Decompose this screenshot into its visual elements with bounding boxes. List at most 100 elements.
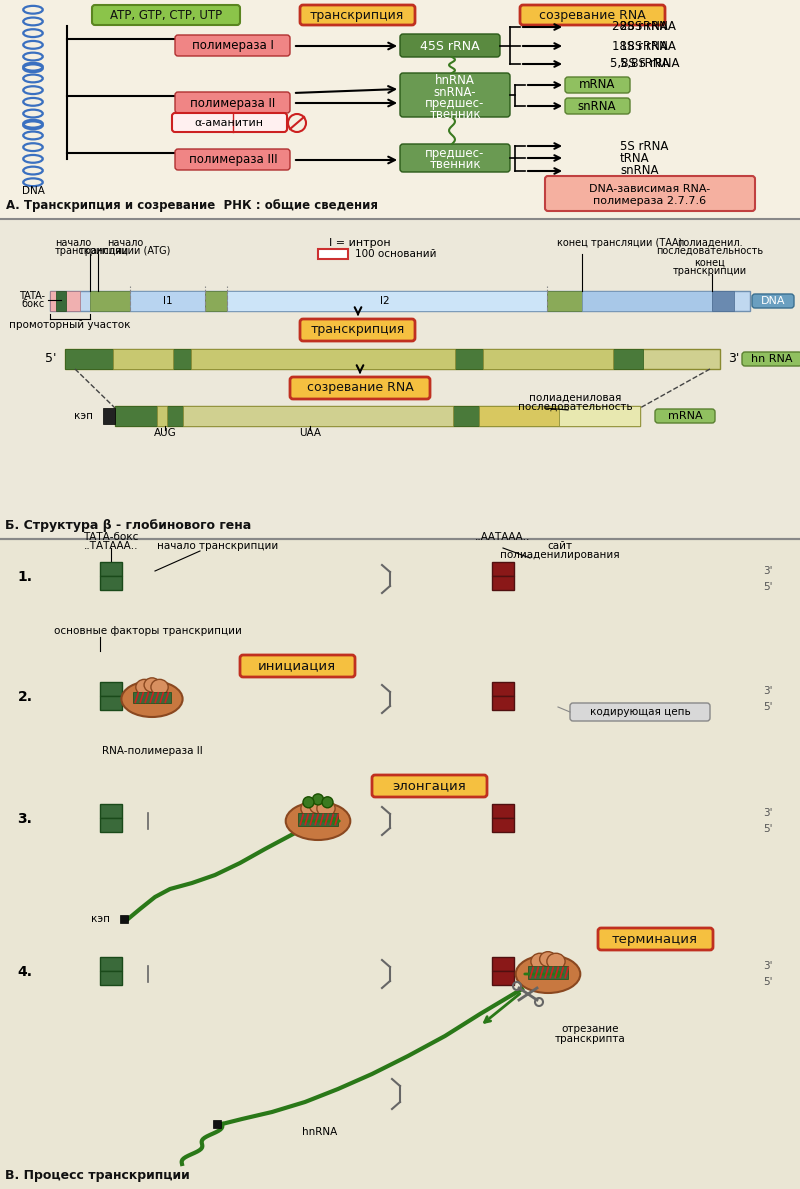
Bar — [559, 405, 640, 426]
Text: начало транскрипции: начало транскрипции — [158, 541, 278, 551]
Text: snRNA: snRNA — [578, 100, 616, 113]
Text: 3': 3' — [728, 352, 740, 365]
Text: 100 оснований: 100 оснований — [355, 249, 437, 259]
Text: предшес-: предшес- — [426, 147, 485, 161]
FancyBboxPatch shape — [520, 5, 665, 25]
Bar — [492, 696, 514, 710]
Ellipse shape — [136, 679, 153, 694]
Ellipse shape — [151, 679, 168, 694]
Text: TATA-: TATA- — [19, 291, 45, 301]
Text: созревание RNA: созревание RNA — [538, 8, 646, 21]
Bar — [183, 405, 453, 426]
Bar — [492, 957, 514, 971]
FancyBboxPatch shape — [400, 73, 510, 117]
Text: 5': 5' — [763, 977, 773, 987]
FancyBboxPatch shape — [172, 113, 287, 132]
Text: hnRNA: hnRNA — [302, 1127, 338, 1137]
Circle shape — [303, 797, 314, 807]
FancyBboxPatch shape — [290, 377, 430, 400]
Bar — [492, 562, 514, 575]
Ellipse shape — [547, 954, 565, 970]
Ellipse shape — [531, 954, 549, 970]
Bar — [100, 682, 122, 696]
Bar — [492, 682, 514, 696]
Bar — [56, 291, 66, 312]
Text: транскрипции: транскрипции — [673, 266, 747, 276]
Bar — [100, 575, 122, 590]
Text: 3': 3' — [763, 566, 773, 575]
Text: ATP, GTP, CTP, UTP: ATP, GTP, CTP, UTP — [110, 8, 222, 21]
Text: tRNA: tRNA — [620, 151, 650, 164]
Text: кэп: кэп — [74, 411, 93, 421]
Text: DNA-зависимая RNA-: DNA-зависимая RNA- — [590, 184, 710, 194]
Bar — [547, 291, 582, 312]
Text: 5,8S rRNA: 5,8S rRNA — [620, 57, 679, 70]
FancyBboxPatch shape — [570, 703, 710, 721]
Text: промоторный участок: промоторный участок — [10, 320, 130, 331]
Text: полиаденилирования: полиаденилирования — [500, 551, 620, 560]
Bar — [479, 405, 559, 426]
Ellipse shape — [516, 955, 580, 993]
Text: полимераза III: полимераза III — [189, 153, 278, 166]
Bar — [528, 967, 568, 979]
Text: 1.: 1. — [18, 570, 33, 584]
Text: начало: начало — [107, 238, 143, 249]
Bar — [453, 405, 479, 426]
Bar — [483, 350, 613, 369]
Ellipse shape — [317, 800, 335, 817]
Bar — [492, 818, 514, 832]
Text: кэп: кэп — [91, 914, 110, 924]
Text: 28S rRNA: 28S rRNA — [620, 20, 676, 33]
Bar — [115, 405, 640, 426]
Text: начало: начало — [55, 238, 91, 249]
Bar — [70, 824, 750, 835]
Bar — [492, 575, 514, 590]
Text: полимераза II: полимераза II — [190, 96, 276, 109]
FancyBboxPatch shape — [400, 34, 500, 57]
Text: конец трансляции (ТАА): конец трансляции (ТАА) — [558, 238, 682, 249]
Bar — [120, 916, 128, 923]
Text: 18S rRNA: 18S rRNA — [612, 39, 668, 52]
Text: mRNA: mRNA — [668, 411, 702, 421]
FancyBboxPatch shape — [742, 352, 800, 366]
Text: UAA: UAA — [299, 428, 321, 438]
Text: 5': 5' — [763, 581, 773, 592]
FancyBboxPatch shape — [545, 176, 755, 210]
Ellipse shape — [144, 678, 160, 692]
Bar — [100, 818, 122, 832]
Text: основные факторы транскрипции: основные факторы транскрипции — [54, 625, 242, 636]
FancyBboxPatch shape — [92, 5, 240, 25]
Text: 3.: 3. — [18, 812, 33, 826]
Text: транскрипция: транскрипция — [310, 8, 404, 21]
Bar — [492, 971, 514, 984]
Bar — [157, 405, 167, 426]
Text: транскрипция: транскрипция — [311, 323, 405, 336]
Bar — [613, 350, 643, 369]
FancyBboxPatch shape — [175, 92, 290, 113]
Ellipse shape — [286, 803, 350, 839]
Text: полимераза 2.7.7.6: полимераза 2.7.7.6 — [594, 196, 706, 206]
Bar — [100, 696, 122, 710]
Bar — [130, 291, 205, 312]
Bar — [55, 685, 735, 696]
Text: предшес-: предшес- — [426, 96, 485, 109]
Bar — [227, 291, 547, 312]
FancyBboxPatch shape — [300, 319, 415, 341]
Bar — [70, 702, 750, 713]
Text: I1: I1 — [163, 296, 173, 306]
Text: 3': 3' — [763, 809, 773, 818]
Text: ТАТА-бокс: ТАТА-бокс — [83, 531, 138, 542]
Text: последовательность: последовательность — [657, 246, 763, 256]
Bar — [582, 291, 712, 312]
Bar — [55, 807, 735, 818]
Bar — [70, 581, 750, 593]
Text: hnRNA: hnRNA — [435, 75, 475, 88]
Bar — [213, 1120, 221, 1128]
Bar — [50, 291, 80, 312]
Text: 2.: 2. — [18, 690, 33, 704]
Bar — [0, 0, 800, 219]
Bar — [205, 291, 227, 312]
FancyBboxPatch shape — [372, 775, 487, 797]
Bar — [134, 692, 170, 704]
Bar — [113, 350, 173, 369]
